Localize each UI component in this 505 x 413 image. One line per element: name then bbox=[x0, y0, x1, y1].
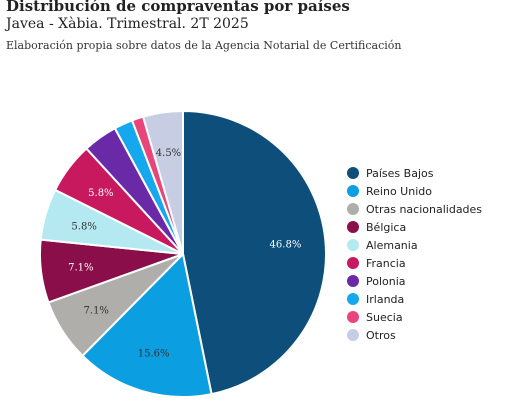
legend-swatch bbox=[347, 275, 359, 287]
chart-source: Elaboración propia sobre datos de la Age… bbox=[6, 39, 402, 52]
legend-label: Bélgica bbox=[366, 220, 407, 234]
legend-label: Reino Unido bbox=[366, 184, 432, 198]
legend-swatch bbox=[347, 239, 359, 251]
legend-label: Alemania bbox=[366, 238, 418, 252]
legend-item: Alemania bbox=[347, 236, 482, 254]
pie-slice bbox=[141, 109, 184, 255]
legend-item: Otras nacionalidades bbox=[347, 200, 482, 218]
pie-slice-label: 5.8% bbox=[71, 221, 96, 232]
pie-slice-label: 46.8% bbox=[270, 240, 302, 251]
pie-slice-label: 15.6% bbox=[138, 349, 170, 360]
legend-item: Suecia bbox=[347, 308, 482, 326]
legend-label: Otros bbox=[366, 328, 396, 342]
legend-label: Países Bajos bbox=[366, 166, 434, 180]
legend-swatch bbox=[347, 293, 359, 305]
legend-item: Francia bbox=[347, 254, 482, 272]
pie-slice-label: 7.1% bbox=[84, 305, 109, 316]
pie-slice-label: 7.1% bbox=[68, 263, 93, 274]
legend-item: Otros bbox=[347, 326, 482, 344]
legend-label: Francia bbox=[366, 256, 406, 270]
pie-slice-label: 5.8% bbox=[88, 188, 113, 199]
legend-swatch bbox=[347, 203, 359, 215]
legend-swatch bbox=[347, 311, 359, 323]
legend-label: Suecia bbox=[366, 310, 403, 324]
legend-item: Irlanda bbox=[347, 290, 482, 308]
legend-item: Bélgica bbox=[347, 218, 482, 236]
legend-swatch bbox=[347, 221, 359, 233]
legend-swatch bbox=[347, 167, 359, 179]
legend-label: Irlanda bbox=[366, 292, 405, 306]
pie-slice bbox=[81, 251, 213, 398]
legend-label: Polonia bbox=[366, 274, 406, 288]
pie-slice bbox=[182, 109, 328, 396]
chart-title: Distribución de compraventas por países bbox=[6, 0, 350, 15]
legend-item: Reino Unido bbox=[347, 182, 482, 200]
legend-swatch bbox=[347, 329, 359, 341]
pie-slice-label: 4.5% bbox=[156, 148, 181, 159]
legend-item: Países Bajos bbox=[347, 164, 482, 182]
chart-legend: Países Bajos Reino Unido Otras nacionalida… bbox=[347, 164, 482, 344]
legend-label: Otras nacionalidades bbox=[366, 202, 483, 216]
legend-item: Polonia bbox=[347, 272, 482, 290]
legend-swatch bbox=[347, 185, 359, 197]
legend-swatch bbox=[347, 257, 359, 269]
chart-subtitle: Javea - Xàbia. Trimestral. 2T 2025 bbox=[6, 16, 249, 32]
